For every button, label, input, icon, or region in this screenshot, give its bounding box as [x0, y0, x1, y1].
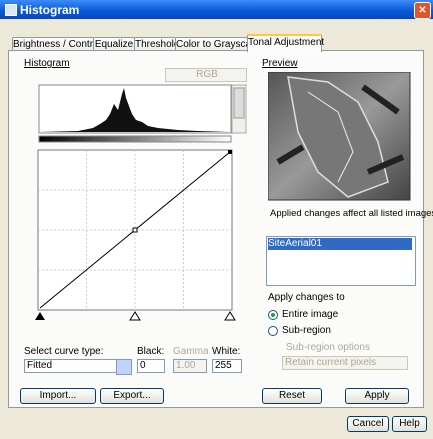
channel-dropdown[interactable]: RGB — [165, 68, 247, 82]
label: Gamma — [173, 346, 209, 358]
histogram — [38, 84, 250, 144]
label: Histogram — [24, 58, 70, 70]
label: White: — [212, 346, 240, 358]
tab[interactable]: Equalize — [93, 37, 135, 51]
tab-active[interactable]: Tonal Adjustment — [247, 34, 322, 52]
dialog: Histogram ✕ Brightness / Contrast Equali… — [0, 0, 433, 439]
list-item[interactable]: SiteAerial01 — [268, 238, 412, 250]
curve-editor[interactable] — [34, 148, 238, 322]
dropdown-arrow[interactable] — [116, 359, 132, 375]
white-input[interactable]: 255 — [212, 359, 242, 373]
radio-checked[interactable] — [268, 310, 278, 320]
gamma-input: 1.00 — [173, 359, 207, 373]
radio-label[interactable]: Sub-region — [282, 325, 331, 337]
tab[interactable]: Brightness / Contrast — [12, 37, 94, 51]
label: Sub-region options — [286, 342, 370, 354]
black-input[interactable]: 0 — [137, 359, 165, 373]
app-icon — [5, 4, 17, 16]
subregion-dropdown: Retain current pixels — [282, 356, 408, 370]
tab[interactable]: Threshold — [134, 37, 176, 51]
curve-type-dropdown[interactable]: Fitted — [24, 359, 118, 373]
label: Preview — [262, 58, 298, 70]
reset-button[interactable]: Reset — [262, 388, 322, 404]
label: Black: — [137, 346, 164, 358]
preview-image — [268, 72, 412, 202]
import-button[interactable]: Import... — [20, 388, 96, 404]
help-button[interactable]: Help — [392, 416, 427, 432]
radio[interactable] — [268, 326, 278, 336]
window-title: Histogram — [20, 3, 79, 17]
radio-label[interactable]: Entire image — [282, 309, 338, 321]
close-button[interactable]: ✕ — [414, 2, 431, 19]
apply-button[interactable]: Apply — [345, 388, 409, 404]
tab[interactable]: Color to Grayscale — [175, 37, 248, 51]
label: Apply changes to — [268, 292, 345, 304]
export-button[interactable]: Export... — [100, 388, 164, 404]
cancel-button[interactable]: Cancel — [347, 416, 389, 432]
note: Applied changes affect all listed images… — [270, 208, 433, 220]
label: Select curve type: — [24, 346, 103, 358]
